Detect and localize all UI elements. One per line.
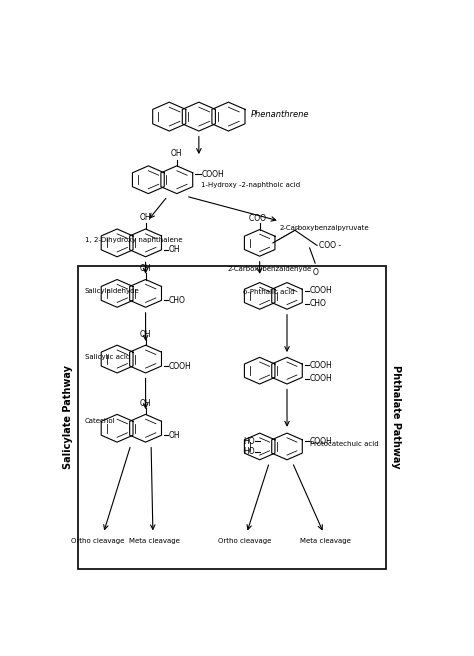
Text: Phthalate Pathway: Phthalate Pathway (392, 365, 401, 469)
Text: COO -: COO - (319, 241, 341, 250)
Text: COOH: COOH (201, 170, 224, 178)
Text: COOH: COOH (310, 437, 333, 445)
Text: CHO: CHO (310, 299, 327, 308)
Text: COOH: COOH (310, 286, 333, 295)
Text: Meta cleavage: Meta cleavage (300, 539, 351, 544)
Text: 2-Carboxybenzaldehyde: 2-Carboxybenzaldehyde (227, 266, 311, 272)
Text: COOH: COOH (310, 374, 333, 383)
Text: Salicylaldehyde: Salicylaldehyde (85, 288, 140, 294)
Text: Ortho cleavage: Ortho cleavage (218, 539, 272, 544)
Text: 2-Carboxybenzalpyruvate: 2-Carboxybenzalpyruvate (280, 225, 369, 231)
Text: OH: OH (140, 399, 151, 408)
Text: OH: OH (169, 431, 180, 440)
Text: COO -: COO - (249, 214, 271, 223)
Text: Phenanthrene: Phenanthrene (250, 110, 309, 119)
Text: COOH: COOH (310, 361, 333, 370)
Text: 1, 2-Dihydroxy naphthalene: 1, 2-Dihydroxy naphthalene (85, 237, 182, 243)
Text: OH: OH (169, 245, 180, 255)
Text: HO: HO (243, 437, 255, 445)
Text: Salicylic acid: Salicylic acid (85, 354, 130, 359)
Text: OH: OH (171, 150, 182, 158)
Text: OH: OH (140, 213, 151, 222)
Text: 1-Hydroxy -2-naphthoic acid: 1-Hydroxy -2-naphthoic acid (201, 182, 301, 188)
Text: Ortho cleavage: Ortho cleavage (71, 539, 125, 544)
Bar (78, 266, 386, 569)
Text: OH: OH (140, 329, 151, 338)
Text: o-Phthalic acid: o-Phthalic acid (243, 289, 294, 295)
Text: OH: OH (140, 264, 151, 273)
Text: Meta cleavage: Meta cleavage (129, 539, 180, 544)
Text: HO: HO (243, 447, 255, 457)
Text: COOH: COOH (169, 361, 191, 371)
Text: O: O (312, 268, 318, 277)
Text: Salicylate Pathway: Salicylate Pathway (64, 365, 73, 469)
Text: Catechol: Catechol (85, 418, 116, 424)
Text: CHO: CHO (169, 296, 186, 305)
Text: Protocatechuic acid: Protocatechuic acid (310, 441, 378, 447)
